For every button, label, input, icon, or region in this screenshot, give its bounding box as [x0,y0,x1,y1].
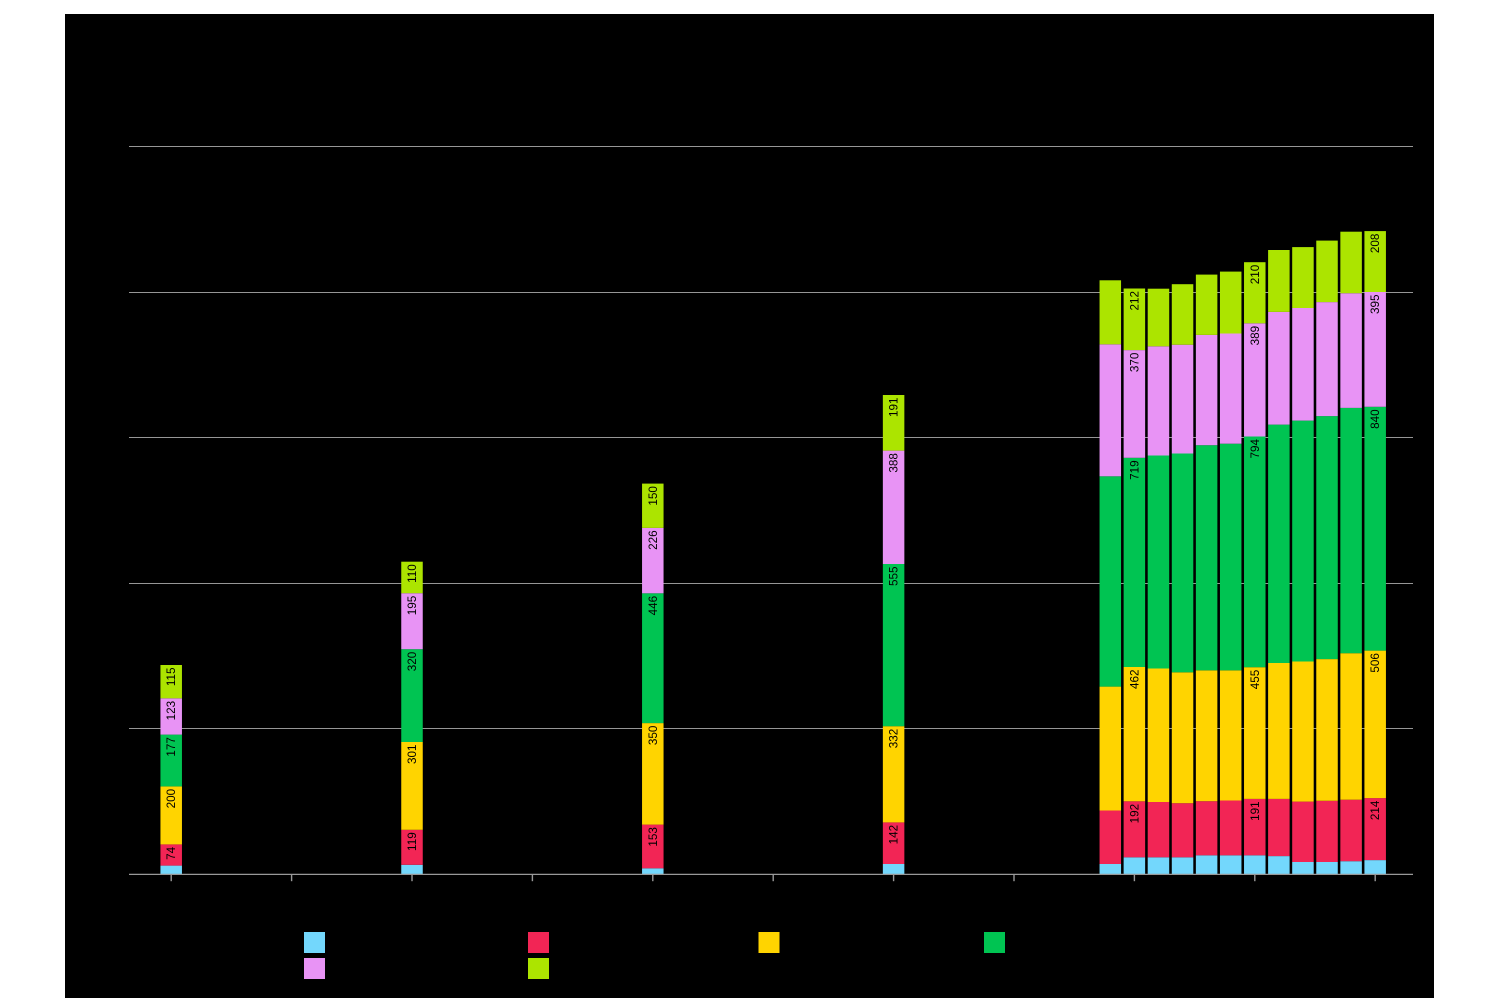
svg-text:301: 301 [406,745,419,765]
svg-text:191: 191 [1249,801,1262,821]
svg-text:150: 150 [647,486,660,506]
svg-text:153: 153 [647,827,660,847]
svg-text:395: 395 [1369,294,1382,314]
svg-text:74: 74 [165,846,178,860]
svg-text:123: 123 [165,701,178,721]
svg-text:840: 840 [1369,409,1382,429]
svg-text:195: 195 [406,595,419,615]
svg-text:110: 110 [406,564,419,583]
svg-text:794: 794 [1249,439,1262,459]
svg-text:455: 455 [1249,669,1262,689]
svg-text:191: 191 [888,398,901,418]
svg-text:200: 200 [165,788,178,808]
svg-text:388: 388 [888,453,901,473]
svg-text:192: 192 [1128,804,1141,824]
svg-text:719: 719 [1128,460,1141,480]
svg-text:350: 350 [647,725,660,745]
svg-text:119: 119 [406,832,419,851]
svg-text:115: 115 [165,667,178,686]
svg-text:208: 208 [1369,234,1382,254]
svg-text:320: 320 [406,651,419,671]
svg-text:462: 462 [1128,670,1141,690]
svg-text:177: 177 [165,737,178,757]
svg-text:210: 210 [1249,264,1262,284]
svg-text:142: 142 [888,825,901,845]
svg-text:389: 389 [1249,326,1262,346]
svg-text:370: 370 [1128,352,1141,372]
svg-text:214: 214 [1369,800,1382,820]
svg-text:446: 446 [647,596,660,616]
svg-text:506: 506 [1369,653,1382,673]
svg-text:212: 212 [1128,291,1141,311]
svg-text:555: 555 [888,566,901,586]
svg-text:332: 332 [888,729,901,749]
svg-text:226: 226 [647,530,660,550]
